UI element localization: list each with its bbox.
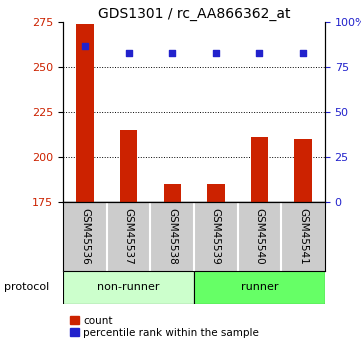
Point (300, 50, 306, 56)
Text: GSM45537: GSM45537 (123, 208, 134, 265)
Point (213, 50, 219, 56)
Bar (207, 184, 225, 202)
Bar (294, 139, 312, 202)
Point (257, 50, 262, 56)
Text: GSM45536: GSM45536 (80, 208, 90, 265)
Title: GDS1301 / rc_AA866362_at: GDS1301 / rc_AA866362_at (98, 7, 290, 21)
Text: protocol: protocol (4, 282, 49, 292)
Text: GSM45540: GSM45540 (255, 208, 265, 265)
Bar (120, 130, 137, 202)
Text: runner: runner (241, 282, 278, 292)
Legend: count, percentile rank within the sample: count, percentile rank within the sample (68, 314, 261, 340)
Bar (194, 271, 325, 304)
Bar (76, 24, 94, 202)
Bar (251, 137, 268, 202)
Text: GSM45539: GSM45539 (211, 208, 221, 265)
Point (126, 50, 131, 56)
Text: GSM45541: GSM45541 (298, 208, 308, 265)
Bar (164, 184, 181, 202)
Text: GSM45538: GSM45538 (167, 208, 177, 265)
Point (169, 50, 175, 56)
Bar (63, 271, 194, 304)
Text: non-runner: non-runner (97, 282, 160, 292)
Point (82, 43, 88, 49)
